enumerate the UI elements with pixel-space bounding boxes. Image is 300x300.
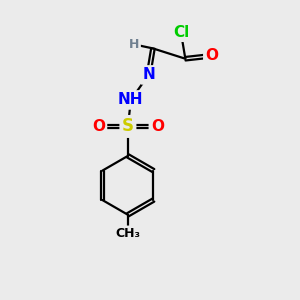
Text: NH: NH [118, 92, 144, 107]
Text: H: H [129, 38, 139, 50]
Text: N: N [142, 68, 155, 82]
Text: CH₃: CH₃ [116, 227, 140, 240]
Text: Cl: Cl [173, 25, 189, 40]
Text: O: O [92, 119, 105, 134]
Text: S: S [122, 117, 134, 135]
Text: O: O [205, 48, 218, 63]
Text: O: O [151, 119, 164, 134]
